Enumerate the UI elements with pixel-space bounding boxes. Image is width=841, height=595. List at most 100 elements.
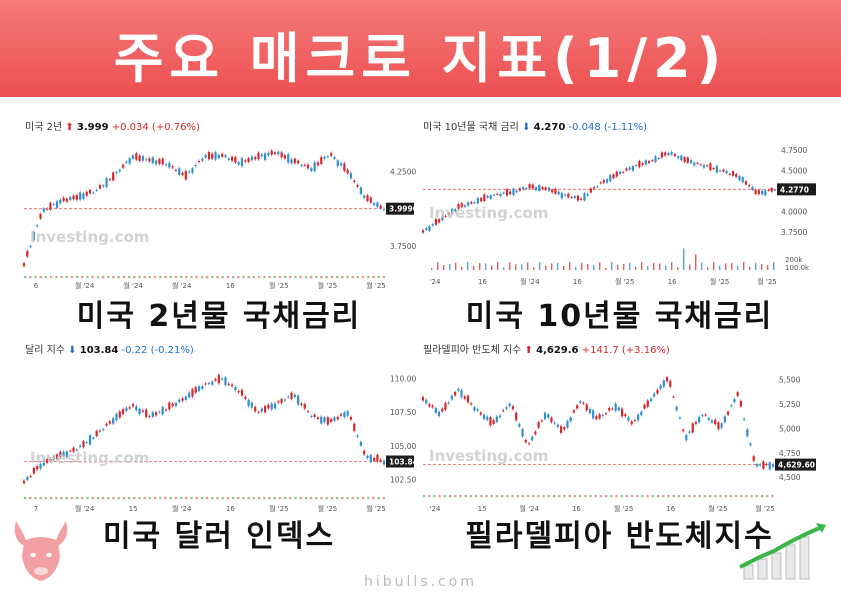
candle-body xyxy=(749,443,752,446)
candle-body xyxy=(131,404,135,407)
candle-body xyxy=(657,158,660,160)
volume-bar xyxy=(743,262,745,270)
x-tick-label: 월 '25 xyxy=(366,281,386,290)
candle-body xyxy=(428,404,431,407)
candle-body xyxy=(197,161,201,163)
volume-marker xyxy=(133,497,136,500)
candle-body xyxy=(168,162,171,168)
volume-marker xyxy=(226,497,229,500)
candle-body xyxy=(323,417,326,423)
candle-body xyxy=(184,170,187,180)
candle-body xyxy=(184,396,187,400)
candle-body xyxy=(560,193,563,199)
candle-body xyxy=(191,168,194,173)
candle-body xyxy=(541,187,544,190)
volume-bar xyxy=(431,268,433,270)
volume-marker xyxy=(190,497,193,500)
candle-body xyxy=(264,153,267,161)
candle-body xyxy=(240,158,244,167)
candle-body xyxy=(701,415,704,417)
candle-body xyxy=(618,171,622,174)
candle-body xyxy=(534,431,537,435)
y-tick-label: 3.7500 xyxy=(390,242,416,251)
candle-body xyxy=(88,189,92,194)
candle-body xyxy=(595,416,598,420)
candle-body xyxy=(698,417,701,423)
candle-body xyxy=(115,413,118,421)
candle-body xyxy=(450,395,453,400)
volume-marker xyxy=(382,497,385,500)
candle-body xyxy=(660,152,664,158)
candle-body xyxy=(39,213,42,219)
volume-marker xyxy=(698,495,701,498)
volume-marker xyxy=(29,276,32,279)
volume-marker xyxy=(206,497,209,500)
candle-body xyxy=(237,162,240,165)
candle-body xyxy=(463,396,466,399)
candle-body xyxy=(528,184,531,189)
candle-body xyxy=(379,205,382,208)
volume-marker xyxy=(138,276,141,279)
candle-body xyxy=(525,188,528,190)
candle-body xyxy=(158,159,161,164)
candle-body xyxy=(128,407,131,409)
candle-body xyxy=(609,175,612,182)
candle-body xyxy=(691,423,694,433)
candle-body xyxy=(699,164,702,166)
volume-bar xyxy=(683,248,685,270)
candle-body xyxy=(359,187,362,195)
volume-marker xyxy=(693,495,696,498)
x-tick-label: 월 '25 xyxy=(757,277,777,286)
candle-body xyxy=(499,194,502,197)
candle-body xyxy=(39,463,42,469)
candle-body xyxy=(460,203,463,208)
candle-body xyxy=(174,402,178,407)
volume-bar xyxy=(641,262,643,270)
candle-body xyxy=(366,195,369,201)
volume-marker xyxy=(745,495,748,498)
volume-marker xyxy=(325,276,328,279)
candle-body xyxy=(257,152,260,160)
volume-marker xyxy=(610,495,613,498)
candle-body xyxy=(580,198,583,200)
volume-marker xyxy=(122,497,125,500)
candle-body xyxy=(496,193,499,195)
volume-marker xyxy=(315,276,318,279)
volume-bar xyxy=(755,262,757,270)
candle-body xyxy=(739,400,742,407)
volume-bar xyxy=(539,262,541,270)
chart-change: +0.034 (+0.76%) xyxy=(111,122,200,133)
volume-marker xyxy=(605,495,608,498)
candle-body xyxy=(425,399,428,404)
candle-body xyxy=(95,430,98,437)
candle-body xyxy=(69,196,72,200)
candle-body xyxy=(470,201,473,204)
candle-body xyxy=(611,408,614,410)
candle-body xyxy=(754,189,757,195)
candle-body xyxy=(476,198,479,204)
candle-body xyxy=(563,427,566,430)
volume-marker xyxy=(351,497,354,500)
candle-body xyxy=(576,405,579,409)
investing-watermark: Investing.com xyxy=(30,228,149,246)
x-tick-label: '24 xyxy=(430,278,441,286)
candle-body xyxy=(359,441,362,446)
candle-body xyxy=(538,184,541,191)
volume-bar xyxy=(485,263,487,270)
volume-marker xyxy=(735,495,738,498)
volume-marker xyxy=(516,495,519,498)
candle-body xyxy=(450,208,454,215)
volume-marker xyxy=(258,276,261,279)
volume-marker xyxy=(24,497,27,500)
x-tick-label: 월 '24 xyxy=(172,504,192,513)
candle-body xyxy=(376,454,379,462)
candle-body xyxy=(267,152,270,156)
candle-body xyxy=(583,193,586,201)
volume-marker xyxy=(423,495,426,498)
candle-body xyxy=(194,387,197,393)
chart-svg: 110.00 107.50 105.00 102.50 Investing.com 103… xyxy=(22,373,418,513)
volume-marker xyxy=(341,276,344,279)
volume-marker xyxy=(216,276,219,279)
candle-body xyxy=(297,160,300,164)
volume-bar xyxy=(749,266,751,270)
